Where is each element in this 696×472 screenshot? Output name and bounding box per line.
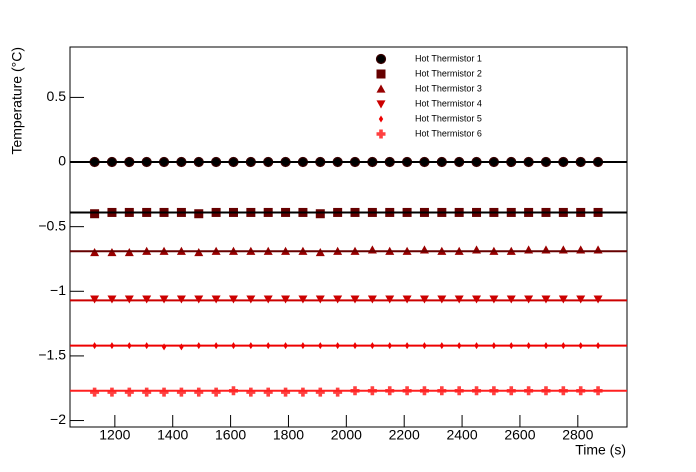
data-point xyxy=(315,209,325,219)
legend-marker xyxy=(375,53,387,65)
data-point xyxy=(524,245,534,254)
x-tick-label: 2000 xyxy=(331,427,362,443)
data-point xyxy=(161,343,167,351)
data-point xyxy=(179,343,184,351)
x-tick-label: 2800 xyxy=(562,427,593,443)
y-tick-label: −0.5 xyxy=(38,217,66,233)
data-point xyxy=(576,245,586,254)
data-point xyxy=(211,387,221,397)
y-tick-label: −1 xyxy=(50,282,66,298)
legend-marker xyxy=(376,84,386,93)
data-point xyxy=(367,245,377,254)
data-point xyxy=(124,387,134,397)
data-point xyxy=(593,245,603,254)
data-point xyxy=(298,387,308,397)
y-tick-label: −1.5 xyxy=(38,347,66,363)
data-point xyxy=(419,245,429,254)
x-tick-label: 2600 xyxy=(504,427,535,443)
data-point xyxy=(281,387,291,397)
data-point xyxy=(315,387,325,397)
data-point xyxy=(159,387,169,397)
data-point xyxy=(176,387,186,397)
legend-marker xyxy=(378,115,384,123)
x-tick-label: 1800 xyxy=(273,427,304,443)
y-tick-label: 0 xyxy=(58,153,66,169)
legend-label: Hot Thermistor 5 xyxy=(415,113,482,123)
x-tick-label: 2200 xyxy=(389,427,420,443)
x-axis-title: Time (s) xyxy=(575,442,626,458)
legend-marker xyxy=(376,100,386,109)
data-point xyxy=(107,387,117,397)
legend-marker xyxy=(376,129,386,139)
data-point xyxy=(472,245,482,254)
x-tick-label: 2400 xyxy=(446,427,477,443)
legend-label: Hot Thermistor 1 xyxy=(415,53,482,63)
legend-label: Hot Thermistor 4 xyxy=(415,98,482,108)
legend-marker xyxy=(376,69,386,79)
data-point xyxy=(142,387,152,397)
legend-label: Hot Thermistor 3 xyxy=(415,83,482,93)
y-axis-title: Temperature (°C) xyxy=(9,47,25,155)
data-point xyxy=(90,387,100,397)
x-tick-label: 1200 xyxy=(99,427,130,443)
x-tick-label: 1400 xyxy=(157,427,188,443)
data-point xyxy=(194,209,204,219)
y-tick-label: −2 xyxy=(50,411,66,427)
x-tick-label: 1600 xyxy=(215,427,246,443)
legend-label: Hot Thermistor 2 xyxy=(415,68,482,78)
data-point xyxy=(263,387,273,397)
data-point xyxy=(558,245,568,254)
y-tick-label: 0.5 xyxy=(47,88,67,104)
legend-label: Hot Thermistor 6 xyxy=(415,128,482,138)
plot-frame xyxy=(69,46,628,428)
data-point xyxy=(246,387,256,397)
data-point xyxy=(90,209,100,219)
data-point xyxy=(333,387,343,397)
data-point xyxy=(194,387,204,397)
data-point xyxy=(541,245,551,254)
